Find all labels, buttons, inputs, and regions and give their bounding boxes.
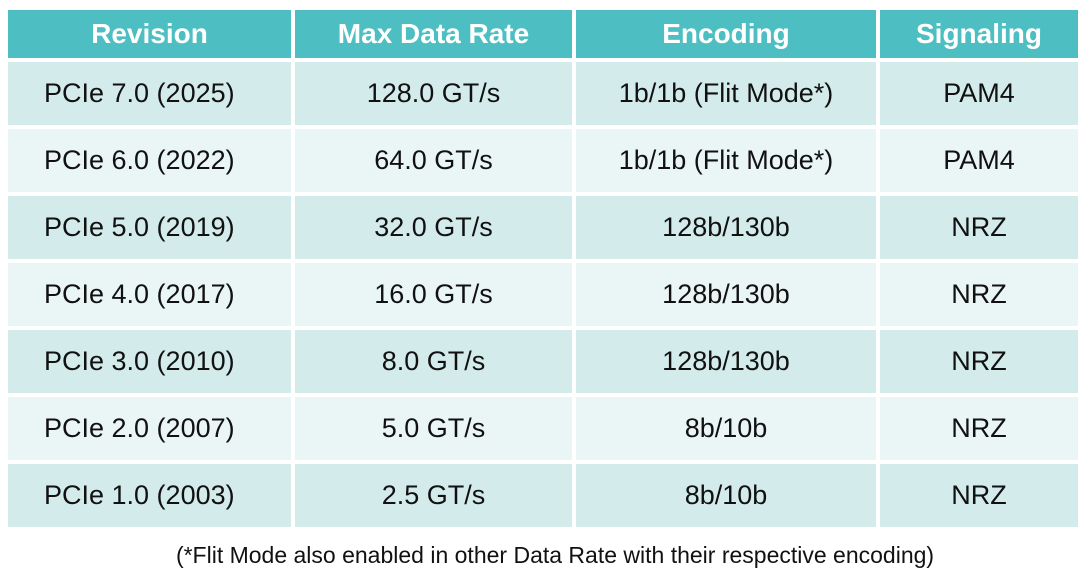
table-row: PCIe 5.0 (2019) 32.0 GT/s 128b/130b NRZ (8, 196, 1078, 259)
table-row: PCIe 1.0 (2003) 2.5 GT/s 8b/10b NRZ (8, 464, 1078, 527)
table-row: PCIe 3.0 (2010) 8.0 GT/s 128b/130b NRZ (8, 330, 1078, 393)
cell-revision: PCIe 3.0 (2010) (8, 330, 291, 393)
pcie-revision-table: Revision Max Data Rate Encoding Signalin… (4, 6, 1078, 531)
cell-encoding: 1b/1b (Flit Mode*) (576, 129, 876, 192)
footnote: (*Flit Mode also enabled in other Data R… (175, 542, 935, 568)
cell-encoding: 8b/10b (576, 464, 876, 527)
cell-encoding: 128b/130b (576, 196, 876, 259)
header-signaling: Signaling (880, 10, 1078, 58)
cell-max-data-rate: 128.0 GT/s (295, 62, 572, 125)
cell-max-data-rate: 16.0 GT/s (295, 263, 572, 326)
cell-revision: PCIe 1.0 (2003) (8, 464, 291, 527)
cell-signaling: NRZ (880, 464, 1078, 527)
cell-signaling: PAM4 (880, 62, 1078, 125)
table-row: PCIe 2.0 (2007) 5.0 GT/s 8b/10b NRZ (8, 397, 1078, 460)
pcie-revision-table-container: Revision Max Data Rate Encoding Signalin… (8, 10, 1078, 527)
cell-signaling: PAM4 (880, 129, 1078, 192)
cell-encoding: 1b/1b (Flit Mode*) (576, 62, 876, 125)
cell-revision: PCIe 5.0 (2019) (8, 196, 291, 259)
cell-max-data-rate: 64.0 GT/s (295, 129, 572, 192)
cell-encoding: 8b/10b (576, 397, 876, 460)
cell-revision: PCIe 6.0 (2022) (8, 129, 291, 192)
cell-signaling: NRZ (880, 330, 1078, 393)
cell-encoding: 128b/130b (576, 263, 876, 326)
cell-revision: PCIe 4.0 (2017) (8, 263, 291, 326)
header-encoding: Encoding (576, 10, 876, 58)
cell-max-data-rate: 8.0 GT/s (295, 330, 572, 393)
cell-revision: PCIe 7.0 (2025) (8, 62, 291, 125)
cell-max-data-rate: 2.5 GT/s (295, 464, 572, 527)
cell-revision: PCIe 2.0 (2007) (8, 397, 291, 460)
cell-signaling: NRZ (880, 397, 1078, 460)
cell-signaling: NRZ (880, 196, 1078, 259)
cell-signaling: NRZ (880, 263, 1078, 326)
table-header-row: Revision Max Data Rate Encoding Signalin… (8, 10, 1078, 58)
cell-max-data-rate: 32.0 GT/s (295, 196, 572, 259)
header-max-data-rate: Max Data Rate (295, 10, 572, 58)
table-row: PCIe 4.0 (2017) 16.0 GT/s 128b/130b NRZ (8, 263, 1078, 326)
cell-max-data-rate: 5.0 GT/s (295, 397, 572, 460)
table-row: PCIe 7.0 (2025) 128.0 GT/s 1b/1b (Flit M… (8, 62, 1078, 125)
table-row: PCIe 6.0 (2022) 64.0 GT/s 1b/1b (Flit Mo… (8, 129, 1078, 192)
cell-encoding: 128b/130b (576, 330, 876, 393)
header-revision: Revision (8, 10, 291, 58)
